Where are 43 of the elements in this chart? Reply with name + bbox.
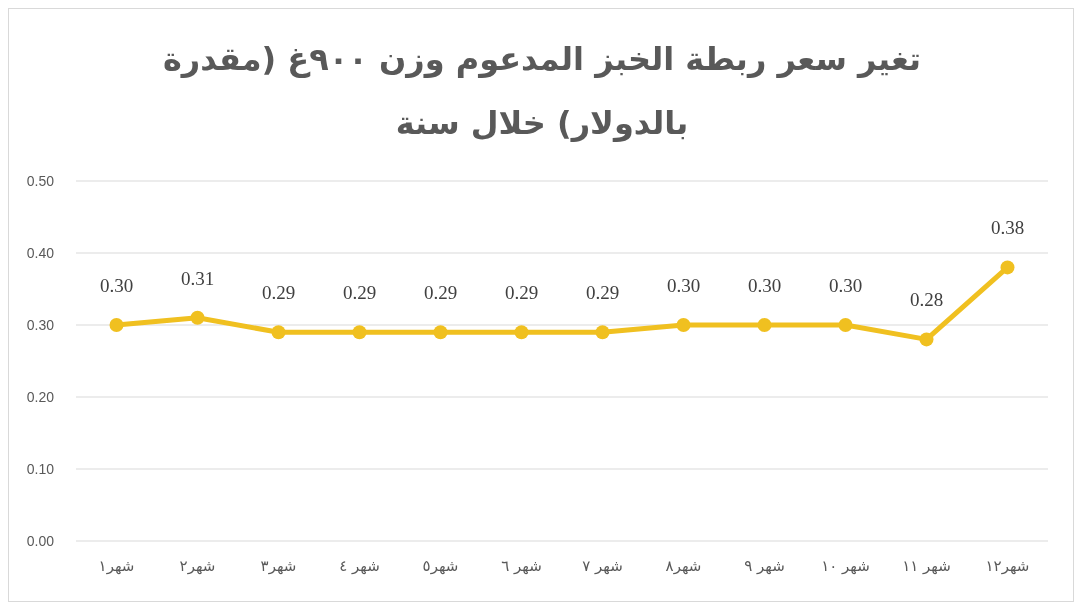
data-label: 0.30 [666,275,701,296]
data-label: 0.29 [342,282,377,304]
data-label: 0.30 [99,275,134,296]
data-label: 0.28 [909,289,944,311]
x-tick-label: شهر٣ [260,557,297,575]
x-tick-label: شهر ١١ [902,557,951,575]
y-tick-label: 0.30 [26,316,55,333]
y-tick-label: 0.00 [26,532,55,549]
y-tick-label: 0.50 [26,172,55,189]
point [595,325,610,340]
x-tick-label: شهر٨ [665,557,702,575]
x-tick-label: شهر١٢ [985,557,1030,575]
point [919,332,934,347]
chart-title: تغير سعر ربطة الخبز المدعوم وزن ٩٠٠غ (مقدرة بالدولار) خلال سنة [161,39,923,144]
point [676,318,691,332]
data-label: 0.30 [828,275,863,296]
x-tick-label: شهر ٧ [582,557,623,575]
data-label: 0.29 [261,282,296,304]
point [271,325,286,340]
y-tick-label: 0.40 [26,244,55,261]
point [190,310,205,325]
point [757,318,772,332]
x-tick-label: شهر٢ [179,557,216,575]
x-tick-label: شهر ١٠ [821,557,870,575]
x-tick-label: شهر٥ [422,557,459,575]
x-tick-label: شهر ٦ [501,557,542,575]
point [514,325,529,340]
data-label: 0.29 [585,282,620,304]
x-tick-label: شهر ٤ [339,557,380,575]
point [1000,260,1015,275]
x-tick-label: شهر ٩ [744,557,785,575]
data-label: 0.29 [423,282,458,304]
y-tick-label: 0.10 [26,460,55,477]
point [838,318,853,332]
point [352,325,367,340]
point [109,318,124,332]
point [433,325,448,340]
data-label: 0.29 [504,282,539,304]
y-tick-label: 0.20 [26,388,55,405]
data-label: 0.30 [747,275,782,296]
data-label: 0.38 [990,217,1025,239]
data-label: 0.31 [180,267,215,289]
x-tick-label: شهر١ [98,557,135,575]
